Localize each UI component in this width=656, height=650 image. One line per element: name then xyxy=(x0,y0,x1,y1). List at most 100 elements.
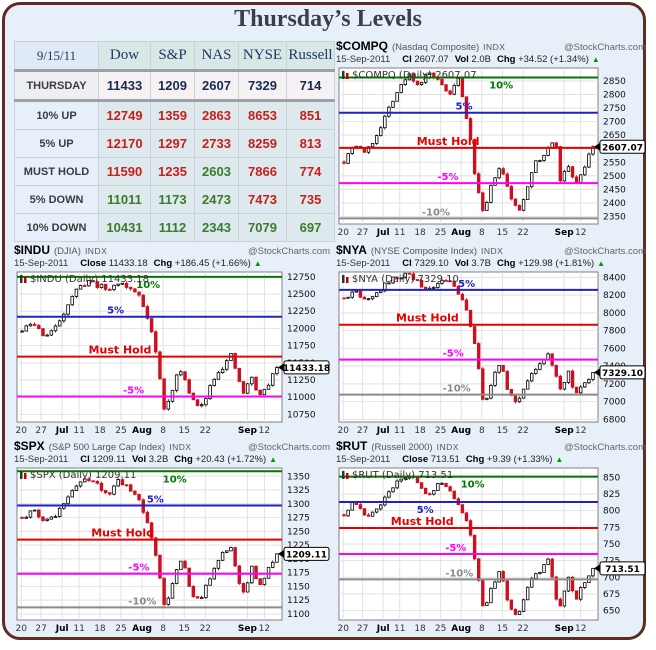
x-tick-label: 20 xyxy=(16,624,28,634)
stat-label: Chg xyxy=(174,454,193,465)
table-cell: 2343 xyxy=(194,213,239,242)
chart-type-icon xyxy=(20,275,23,283)
table-cell: 7473 xyxy=(238,185,287,214)
chart-symbol: $INDU xyxy=(14,243,51,257)
x-tick-label: Aug xyxy=(451,426,471,436)
level-label: 5% xyxy=(417,505,434,516)
row-label: 5% UP xyxy=(14,129,99,158)
stat-label: Close xyxy=(402,454,429,465)
stat-label: Chg xyxy=(153,258,173,269)
level-label: Must Hold xyxy=(91,527,154,540)
x-tick-label: 18 xyxy=(94,624,106,634)
x-tick-label: 12 xyxy=(259,624,270,634)
x-tick-label: 8 xyxy=(479,426,485,436)
x-tick-label: 27 xyxy=(35,624,46,634)
x-tick-label: Jul xyxy=(376,426,390,436)
y-tick-label: 7600 xyxy=(603,344,626,354)
levels-table-header-row: 9/15/11 Dow S&P NAS NYSE Russell xyxy=(14,41,335,71)
level-label: Must Hold xyxy=(89,344,152,357)
level-label: -5% xyxy=(128,563,149,574)
stat-value: +186.45 (+1.66%) xyxy=(172,258,251,269)
chart-type-icon xyxy=(342,71,345,79)
table-cell: 2863 xyxy=(194,100,239,130)
y-tick-label: 10750 xyxy=(287,410,316,420)
stat-label: Chg xyxy=(496,54,516,65)
y-tick-label: 7200 xyxy=(603,380,626,390)
y-tick-label: 12500 xyxy=(287,290,316,300)
x-tick-label: 8 xyxy=(160,624,166,634)
table-cell: 1359 xyxy=(150,100,195,130)
y-tick-label: 2350 xyxy=(603,212,626,222)
column-header-nas: NAS xyxy=(194,41,239,71)
index-type-label: INDX xyxy=(169,442,192,452)
x-tick-label: Jul xyxy=(55,426,69,436)
stat-label: Vol xyxy=(132,454,147,465)
level-label: 5% xyxy=(456,102,473,113)
table-cell: 813 xyxy=(286,129,335,158)
svg-text:$RUT (Daily) 713.51: $RUT (Daily) 713.51 xyxy=(352,470,453,481)
x-tick-label: 27 xyxy=(357,426,368,436)
y-tick-label: 2500 xyxy=(603,172,626,182)
y-tick-label: 700 xyxy=(603,573,620,583)
stat-value: 3.7B xyxy=(468,258,491,269)
chart-rut: $RUT (Russell 2000) INDX @StockCharts.co… xyxy=(336,440,646,635)
svg-text:7329.10: 7329.10 xyxy=(602,369,643,379)
table-cell: 1112 xyxy=(150,213,195,242)
column-header-sp: S&P xyxy=(150,41,195,71)
level-lines: 10%5%Must Hold-5%-10% xyxy=(339,475,598,581)
chart-name: (NYSE Composite Index) xyxy=(370,246,478,257)
y-tick-label: 2650 xyxy=(603,131,626,141)
y-tick-label: 850 xyxy=(603,473,620,483)
row-label: 10% UP xyxy=(14,100,99,130)
x-tick-label: 20 xyxy=(338,624,350,634)
x-tick-label: 22 xyxy=(200,624,211,634)
level-label: -10% xyxy=(128,596,156,607)
last-price-tag: 1209.11 xyxy=(278,546,330,561)
table-cell: 11011 xyxy=(98,185,151,214)
chart-title-row: $NYA (NYSE Composite Index) INDX @StockC… xyxy=(336,244,646,258)
x-tick-label: 15 xyxy=(497,624,508,634)
level-lines: 10%5%Must Hold-5%-10% xyxy=(17,470,282,609)
y-tick-label: 800 xyxy=(603,507,620,517)
candlesticks xyxy=(342,272,595,404)
overlay-label: $NYA (Daily) 7329.10 xyxy=(342,274,459,285)
row-label: 5% DOWN xyxy=(14,185,99,214)
level-label: -10% xyxy=(422,207,450,218)
chart-date: 15-Sep-2011 xyxy=(336,454,391,465)
chart-stats-row: 15-Sep-2011 Close 713.51 Chg +9.39 (+1.33%… xyxy=(336,453,646,466)
x-tick-label: 18 xyxy=(94,426,106,436)
chart-type-icon xyxy=(342,471,345,479)
chart-stats-row: 15-Sep-2011 Cl 2607.07 Vol 2.0B Chg +34.52 … xyxy=(336,53,646,66)
price-chart-plot: 10% 5% Must Hold -5% -10% $SPX (Daily) 1209.1… xyxy=(16,467,330,634)
up-arrow-icon: ▲ xyxy=(591,55,600,64)
stat-label: Chg xyxy=(465,454,485,465)
x-tick-label: 8 xyxy=(479,228,485,238)
chart-date: 15-Sep-2011 xyxy=(14,454,69,465)
y-tick-label: 2550 xyxy=(603,158,626,168)
x-tick-label: 27 xyxy=(357,624,368,634)
x-tick-label: 8 xyxy=(160,426,166,436)
plot-background xyxy=(338,271,599,423)
column-header-nyse: NYSE xyxy=(238,41,287,71)
table-cell: 11433 xyxy=(98,70,151,101)
stat-value: +9.39 (+1.33%) xyxy=(484,454,553,465)
x-tick-label: 25 xyxy=(115,426,126,436)
row-label: MUST HOLD xyxy=(14,157,99,186)
stockcharts-credit: @StockCharts.com xyxy=(248,442,330,453)
y-tick-label: 7000 xyxy=(603,398,626,408)
y-tick-label: 7800 xyxy=(603,327,626,337)
y-tick-label: 1325 xyxy=(287,486,310,496)
level-label: -5% xyxy=(123,385,144,396)
table-cell: 8653 xyxy=(238,100,287,130)
svg-text:$SPX (Daily) 1209.11: $SPX (Daily) 1209.11 xyxy=(30,470,136,481)
candlesticks xyxy=(20,279,279,411)
level-label: 10% xyxy=(163,474,187,485)
level-label: Must Hold xyxy=(391,515,454,528)
chart-spx: $SPX (S&P 500 Large Cap Index) INDX @Sto… xyxy=(14,440,330,635)
x-tick-label: 25 xyxy=(435,624,446,634)
table-cell: 1173 xyxy=(150,185,195,214)
y-tick-label: 2400 xyxy=(603,199,626,209)
x-tick-label: Sep xyxy=(238,426,258,436)
y-tick-label: 1350 xyxy=(287,472,310,482)
